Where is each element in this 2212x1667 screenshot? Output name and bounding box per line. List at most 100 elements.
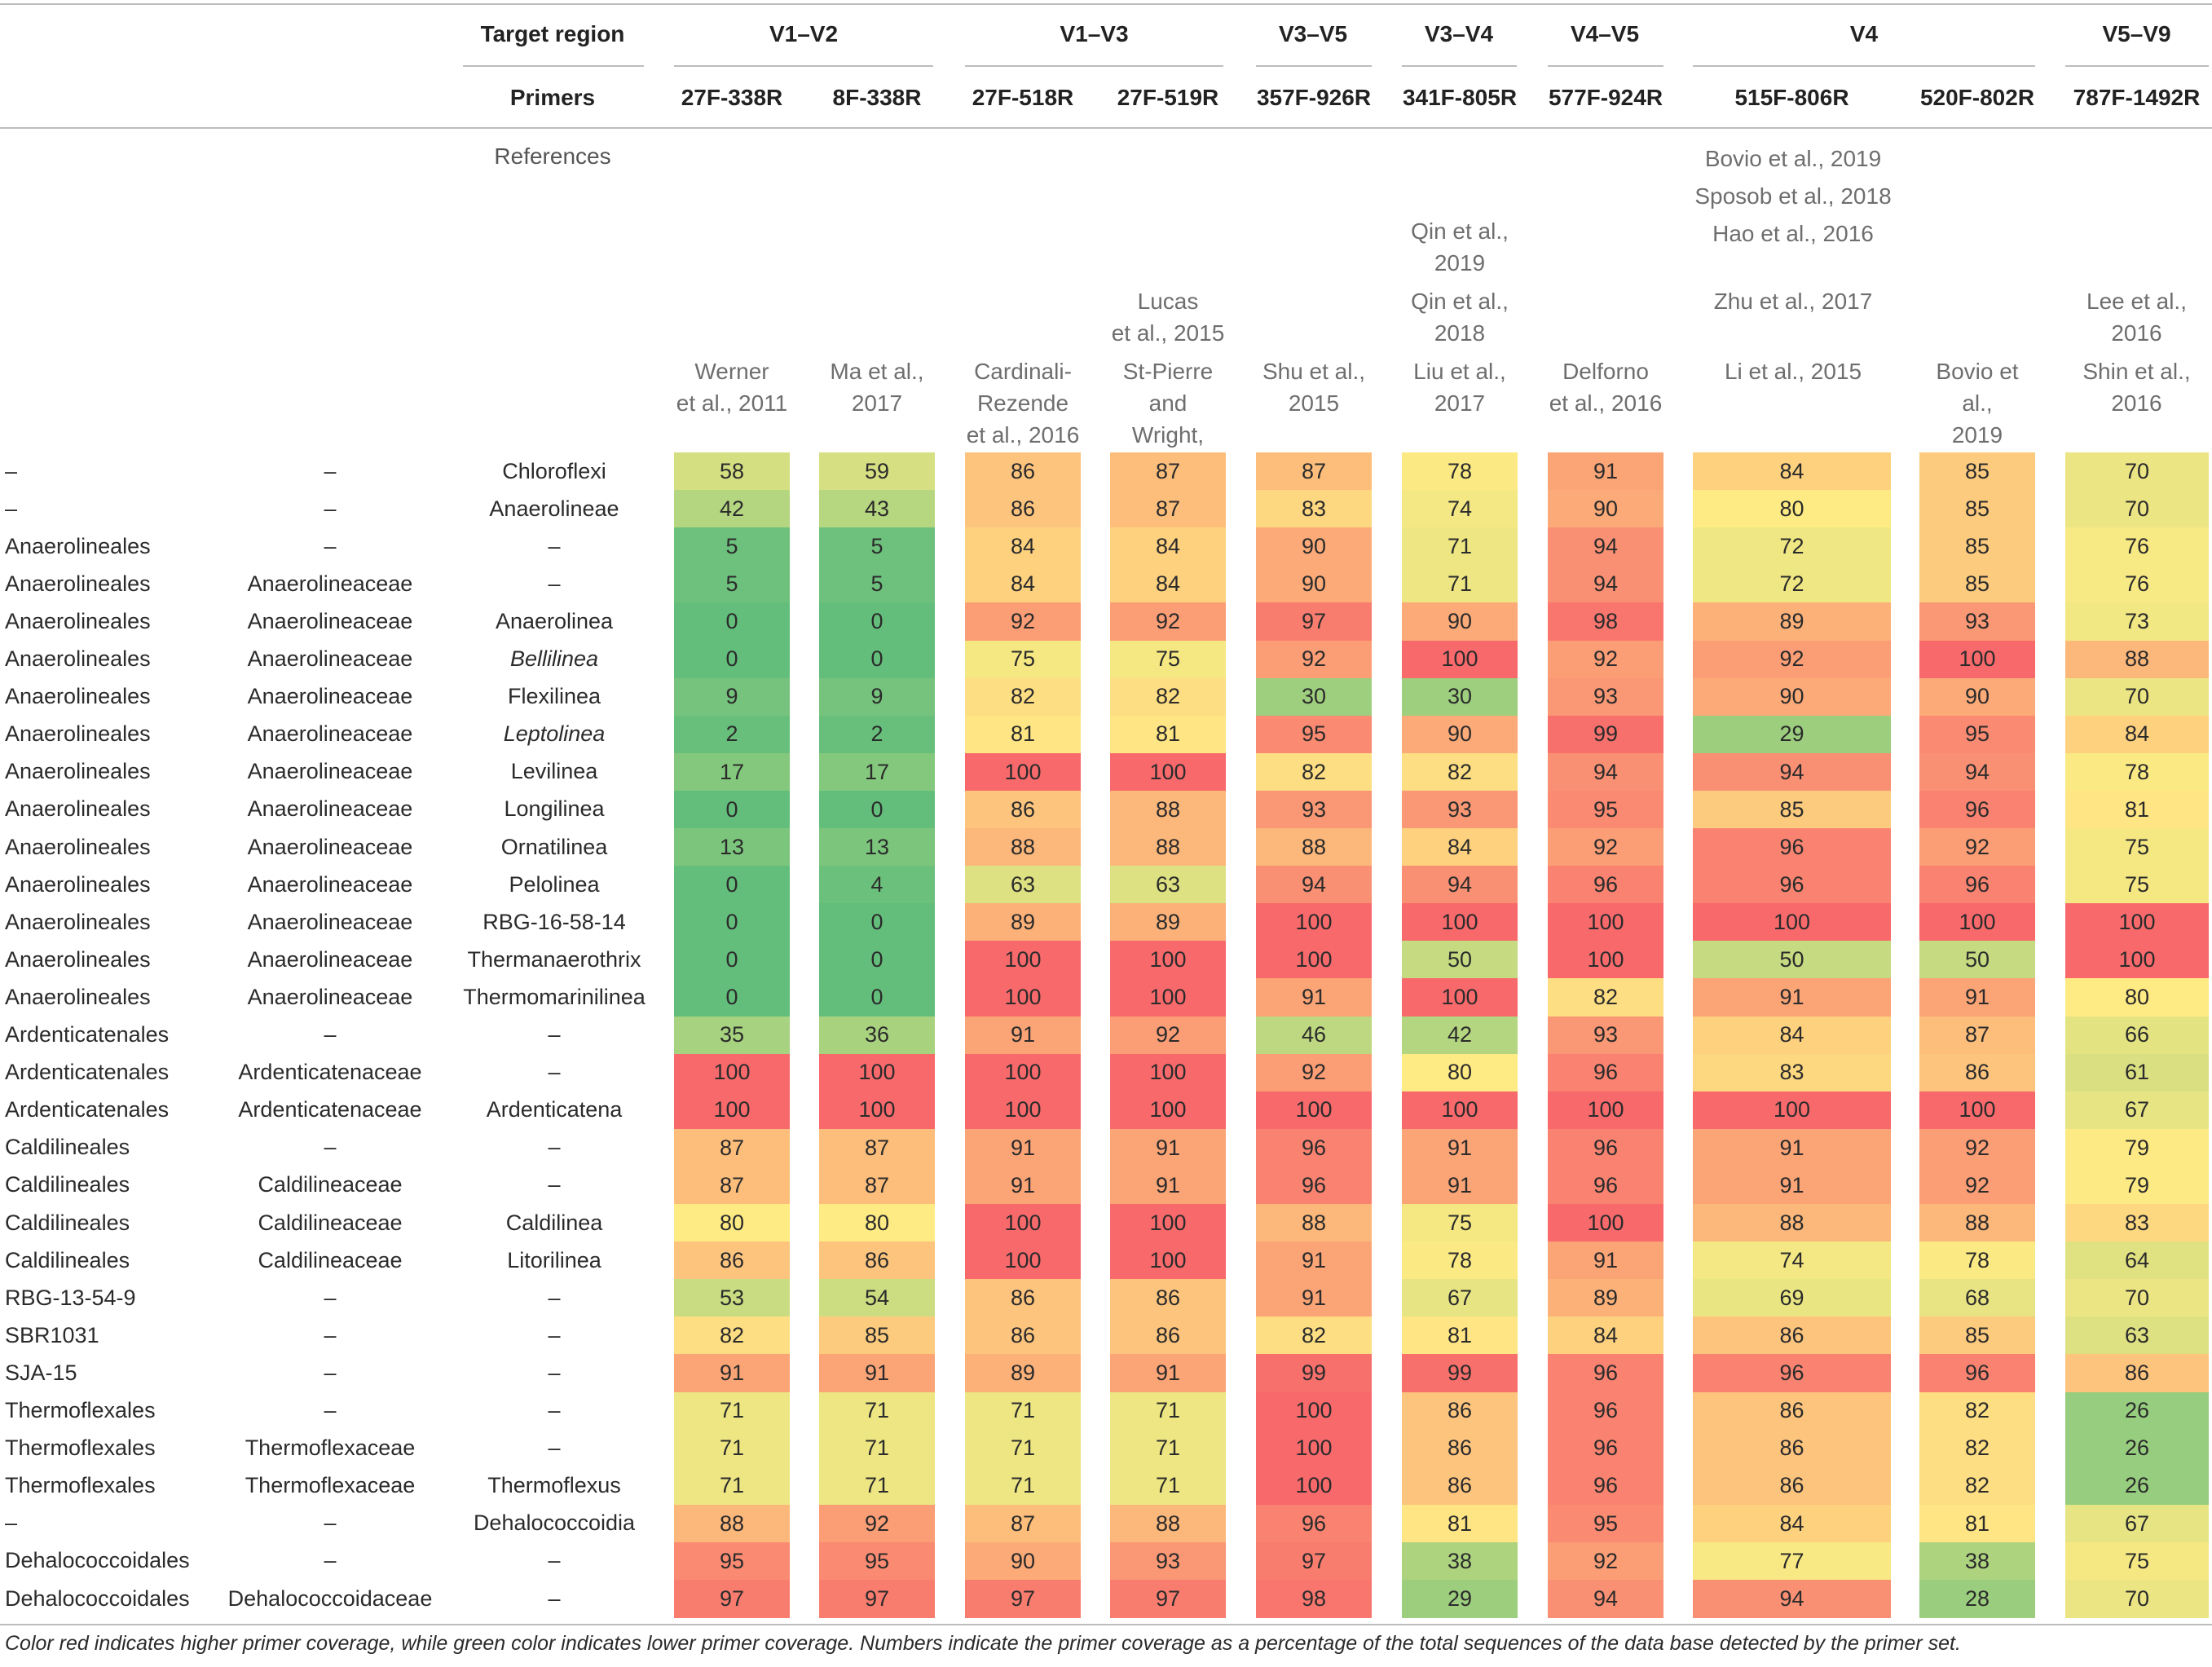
coverage-cell: 100 [1110,978,1226,1017]
coverage-cell: 75 [1402,1204,1518,1242]
row-genus: Bellilinea [509,646,599,672]
coverage-cell: 17 [674,752,790,792]
coverage-cell: 71 [819,1429,935,1468]
row-order: Caldilineales [5,1172,130,1197]
coverage-cell: 95 [1256,715,1372,754]
coverage-cell: 100 [1110,1053,1226,1092]
coverage-cell: 75 [1110,640,1226,679]
coverage-cell: 88 [1919,1204,2035,1242]
reference-block: Li et al., 2015 [1655,355,1932,387]
coverage-cell: 87 [1919,1016,2035,1055]
coverage-cell: 96 [1693,1354,1891,1392]
reference-line: 2019 [1434,250,1486,276]
reference-block: Ma et al., 2017 [819,355,935,419]
coverage-cell: 93 [1402,790,1518,829]
reference-line: et al., 2016 [966,422,1080,448]
coverage-cell: 99 [1548,715,1663,754]
coverage-cell: 100 [965,1204,1081,1242]
row-order: – [5,496,18,521]
coverage-cell: 91 [1402,1166,1518,1205]
coverage-cell: 100 [1256,1466,1372,1506]
reference-line: 2017 [1434,390,1486,416]
coverage-cell: 17 [819,752,935,792]
coverage-cell: 86 [965,490,1081,528]
coverage-cell: 90 [1548,490,1663,528]
region-v4: V4 [1849,21,1879,46]
primer-header: 27F-519R [1117,85,1219,110]
row-genus: Anaerolineae [489,496,619,521]
coverage-cell: 0 [674,978,790,1017]
coverage-cell: 91 [1693,1166,1891,1205]
coverage-cell: 75 [2065,828,2209,867]
coverage-cell: 82 [1919,1391,2035,1431]
coverage-cell: 84 [1693,452,1891,491]
reference-line: Sposob et al., 2018 [1694,183,1892,209]
row-family: Ardenticatenaceae [238,1060,422,1085]
coverage-cell: 84 [965,527,1081,566]
coverage-cell: 71 [819,1391,935,1431]
coverage-cell: 83 [1256,490,1372,528]
coverage-cell: 58 [674,452,790,491]
coverage-cell: 86 [1402,1429,1518,1468]
row-order: SBR1031 [5,1322,99,1347]
row-family: Anaerolineaceae [247,909,413,934]
row-family: Anaerolineaceae [247,759,413,784]
coverage-cell: 71 [965,1391,1081,1431]
row-genus: Ardenticatena [486,1097,623,1122]
coverage-cell: 86 [1402,1391,1518,1431]
coverage-cell: 81 [2065,790,2209,829]
row-order: Anaerolineales [5,608,151,633]
region-v4-v5: V4–V5 [1570,21,1640,46]
coverage-cell: 95 [1919,715,2035,754]
row-family: Anaerolineaceae [247,834,413,859]
coverage-cell: 38 [1919,1541,2035,1581]
reference-block: Bovio et al., 2019 [1919,355,2035,451]
coverage-cell: 71 [674,1391,790,1431]
reference-block: Cardinali- Rezende et al., 2016 [965,355,1081,451]
row-genus: Thermomarinilinea [463,984,646,1009]
coverage-cell: 100 [674,1091,790,1130]
primer-header: 27F-518R [972,85,1074,110]
row-genus: Thermanaerothrix [467,946,641,972]
coverage-cell: 70 [2065,1580,2209,1618]
coverage-cell: 94 [1548,527,1663,566]
coverage-cell: 53 [674,1279,790,1317]
coverage-cell: 91 [1548,452,1663,491]
row-genus: – [548,1285,561,1310]
coverage-cell: 70 [2065,452,2209,491]
coverage-cell: 91 [1256,1279,1372,1317]
coverage-cell: 88 [1110,828,1226,867]
coverage-cell: 70 [2065,490,2209,528]
coverage-cell: 96 [1548,1053,1663,1092]
reference-block: Qin et al., 2018 [1402,285,1518,349]
coverage-cell: 100 [1256,1391,1372,1431]
coverage-cell: 75 [965,640,1081,679]
coverage-cell: 42 [674,490,790,528]
coverage-cell: 82 [1110,677,1226,717]
coverage-cell: 70 [2065,677,2209,717]
reference-line: Lee et al., [2086,289,2187,314]
coverage-cell: 89 [965,903,1081,942]
coverage-cell: 63 [965,866,1081,904]
coverage-cell: 95 [819,1541,935,1581]
coverage-cell: 89 [1693,602,1891,641]
coverage-cell: 0 [819,978,935,1017]
coverage-cell: 80 [2065,978,2209,1017]
row-family: Anaerolineaceae [247,984,413,1009]
row-genus: Chloroflexi [502,458,606,483]
coverage-cell: 86 [1693,1316,1891,1355]
coverage-cell: 94 [1548,1580,1663,1618]
coverage-cell: 80 [1402,1053,1518,1092]
table-caption: Color red indicates higher primer covera… [5,1632,1961,1655]
coverage-cell: 96 [1548,1466,1663,1506]
region-v3-v5: V3–V5 [1278,21,1348,46]
coverage-cell: 100 [1110,1241,1226,1280]
coverage-cell: 88 [1110,1504,1226,1543]
coverage-cell: 72 [1693,565,1891,603]
row-genus: Ornatilinea [500,834,608,859]
row-genus: Leptolinea [503,721,606,747]
coverage-cell: 75 [2065,1541,2209,1581]
coverage-cell: 66 [2065,1016,2209,1055]
coverage-cell: 87 [819,1128,935,1167]
